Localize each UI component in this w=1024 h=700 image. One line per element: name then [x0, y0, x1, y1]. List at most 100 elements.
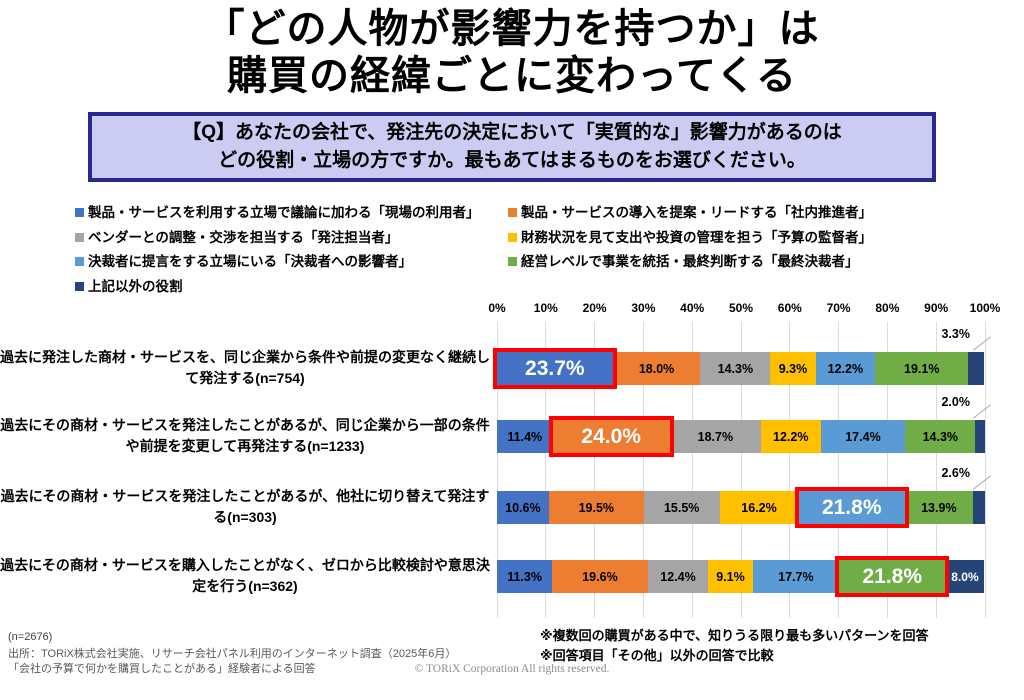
bar-segment: 23.7% — [493, 348, 617, 389]
bar-segment: 21.8% — [835, 556, 950, 597]
bar-segment-value: 19.1% — [904, 361, 940, 376]
bar-segment-value: 18.7% — [697, 429, 734, 444]
bar-segment-value: 12.4% — [660, 569, 696, 584]
bar-segment: 21.8% — [794, 487, 909, 528]
legend-item: 財務状況を見て支出や投資の管理を担う「予算の監督者」 — [508, 228, 965, 248]
bar-segment: 8.0% — [945, 560, 985, 593]
page-title-line1: 「どの人物が影響力を持つか」は — [204, 7, 820, 51]
legend-item-label: 決裁者に提言をする立場にいる「決裁者への影響者」 — [88, 254, 412, 270]
legend-swatch-icon — [75, 257, 84, 267]
bar-row-label: 過去にその商材・サービスを購入したことがなく、ゼロから比較検討や意思決定を行う(… — [0, 557, 490, 594]
method-notes: ※複数回の購買がある中で、知りうる限り最も多いパターンを回答 ※回答項目「その他… — [540, 626, 928, 665]
bar-segment: 17.4% — [820, 420, 906, 453]
legend-item: 製品・サービスを利用する立場で議論に加わる「現場の利用者」 — [75, 203, 508, 223]
page-title-line2: 購買の経緯ごとに変わってくる — [227, 54, 797, 99]
x-axis-tick-label: 100% — [969, 301, 1001, 315]
bar-row-label: 過去に発注した商材・サービスを、同じ企業から条件や前提の変更なく継続して発注する… — [0, 349, 490, 386]
overflow-value-label: 3.3% — [941, 327, 970, 341]
x-axis-tick-label: 40% — [680, 301, 705, 315]
bar-segment-value: 8.0% — [951, 569, 979, 584]
bar-segment-value: 24.0% — [581, 424, 641, 448]
bar-segment-value: 17.7% — [778, 569, 814, 584]
bar-segment-value: 18.0% — [638, 361, 675, 376]
legend-item-label: 財務状況を見て支出や投資の管理を担う「予算の監督者」 — [521, 229, 872, 245]
x-axis-tick-label: 90% — [924, 301, 949, 315]
source-line1: 出所：TORiX株式会社実施、リサーチ会社パネル利用のインターネット調査（202… — [8, 648, 457, 660]
x-axis-tick-label: 60% — [777, 301, 802, 315]
x-axis-tick-label: 80% — [875, 301, 900, 315]
bar-row: 11.3% 19.6% 12.4% 9.1% 17.7% 21.8% 8.0% — [497, 556, 985, 597]
bar-segment: 16.2% — [719, 491, 799, 524]
bar-segment: 24.0% — [548, 416, 674, 457]
bar-row-label: 過去にその商材・サービスを発注したことがあるが、同じ企業から一部の条件や前提を変… — [0, 417, 490, 454]
legend-swatch-icon — [508, 208, 517, 217]
bar-segment-value: 23.7% — [525, 356, 585, 380]
legend-item: 経営レベルで事業を統括・最終判断する「最終決裁者」 — [508, 252, 965, 272]
bar-segment: 14.3% — [700, 352, 771, 385]
copyright-text: © TORiX Corporation All rights reserved. — [414, 663, 610, 675]
bar-segment — [975, 420, 985, 453]
bar-segment: 18.7% — [669, 420, 761, 453]
legend-item: 製品・サービスの導入を提案・リードする「社内推進者」 — [508, 203, 965, 223]
bar-segment: 12.4% — [647, 560, 709, 593]
question-line1: 【Q】あなたの会社で、発注先の決定において「実質的な」影響力があるのは — [182, 121, 842, 143]
gridline — [545, 322, 547, 618]
bar-segment: 19.6% — [552, 560, 648, 593]
bar-segment-value: 21.8% — [821, 495, 882, 519]
x-axis-tick-label: 70% — [826, 301, 851, 315]
bar-segment-value: 10.6% — [505, 500, 541, 515]
gridline — [886, 322, 888, 618]
bar-segment-value: 12.2% — [827, 361, 864, 376]
x-axis-tick-label: 20% — [582, 301, 607, 315]
bar-row: 10.6% 19.5% 15.5% 16.2% 21.8% 13.9% — [497, 487, 986, 528]
bar-segment: 9.1% — [708, 560, 753, 593]
bar-segment-value: 15.5% — [663, 500, 700, 515]
bar-segment: 9.3% — [770, 352, 816, 385]
bar-segment-value: 21.8% — [862, 564, 923, 588]
bar-segment-value: 16.2% — [741, 500, 777, 515]
legend-item: ベンダーとの調整・交渉を担当する「発注担当者」 — [75, 228, 508, 248]
bar-row-label: 過去にその商材・サービスを発注したことがあるが、他社に切り替えて発注する(n=3… — [0, 488, 490, 525]
row-labels: 過去に発注した商材・サービスを、同じ企業から条件や前提の変更なく継続して発注する… — [0, 322, 490, 618]
bar-segment-value: 11.4% — [507, 429, 543, 444]
gridline — [789, 322, 791, 618]
legend-item-label: 製品・サービスの導入を提案・リードする「社内推進者」 — [521, 205, 872, 220]
question-box: 【Q】あなたの会社で、発注先の決定において「実質的な」影響力があるのは どの役割… — [88, 112, 936, 182]
bar-segment: 17.7% — [752, 560, 840, 593]
bar-segment: 12.2% — [815, 352, 876, 385]
overflow-value-label: 2.6% — [941, 466, 970, 480]
x-axis: 0% 10% 20% 30% 40% 50% 60% 70% 80% 90% 100% — [488, 301, 1000, 317]
gridline — [642, 322, 644, 618]
bar-segment: 10.6% — [497, 491, 549, 524]
x-axis-tick-label: 30% — [631, 301, 656, 315]
gridline — [984, 322, 986, 618]
bar-segment-value: 17.4% — [845, 429, 881, 444]
legend-item: 決裁者に提言をする立場にいる「決裁者への影響者」 — [75, 252, 508, 272]
bar-segment-value: 19.6% — [582, 569, 618, 584]
legend-item-label: 経営レベルで事業を統括・最終判断する「最終決裁者」 — [521, 254, 859, 270]
page-title: 「どの人物が影響力を持つか」は 購買の経緯ごとに変わってくる — [0, 6, 1024, 100]
plot-area: 23.7% 18.0% 14.3% 9.3% 12.2% 19.1% 3.3% 11.4% 24… — [493, 322, 992, 618]
legend-item-label: ベンダーとの調整・交渉を担当する「発注担当者」 — [88, 229, 399, 245]
gridline — [594, 322, 596, 618]
bar-row: 23.7% 18.0% 14.3% 9.3% 12.2% 19.1% — [493, 348, 985, 389]
legend-swatch-icon — [508, 257, 517, 267]
bar-segment-value: 9.1% — [716, 569, 745, 584]
bar-row: 11.4% 24.0% 18.7% 12.2% 17.4% 14.3% — [497, 416, 985, 457]
legend-item-label: 上記以外の役割 — [88, 278, 183, 294]
bar-segment-value: 14.3% — [717, 361, 754, 376]
overflow-value-label: 2.0% — [941, 395, 970, 409]
question-line2: どの役割・立場の方ですか。最もあてはまるものをお選びください。 — [218, 150, 806, 171]
bar-segment: 11.3% — [497, 560, 553, 593]
legend-swatch-icon — [75, 232, 84, 242]
legend-swatch-icon — [75, 208, 84, 217]
bar-segment-value: 13.9% — [921, 500, 957, 515]
bar-segment: 12.2% — [760, 420, 821, 453]
legend-item: 上記以外の役割 — [75, 277, 508, 297]
bar-segment: 18.0% — [612, 352, 701, 385]
bar-segment: 11.4% — [497, 420, 553, 453]
bar-segment-value: 11.3% — [507, 569, 542, 584]
bar-segment-value: 9.3% — [778, 361, 808, 376]
legend-item-label: 製品・サービスを利用する立場で議論に加わる「現場の利用者」 — [88, 205, 480, 220]
